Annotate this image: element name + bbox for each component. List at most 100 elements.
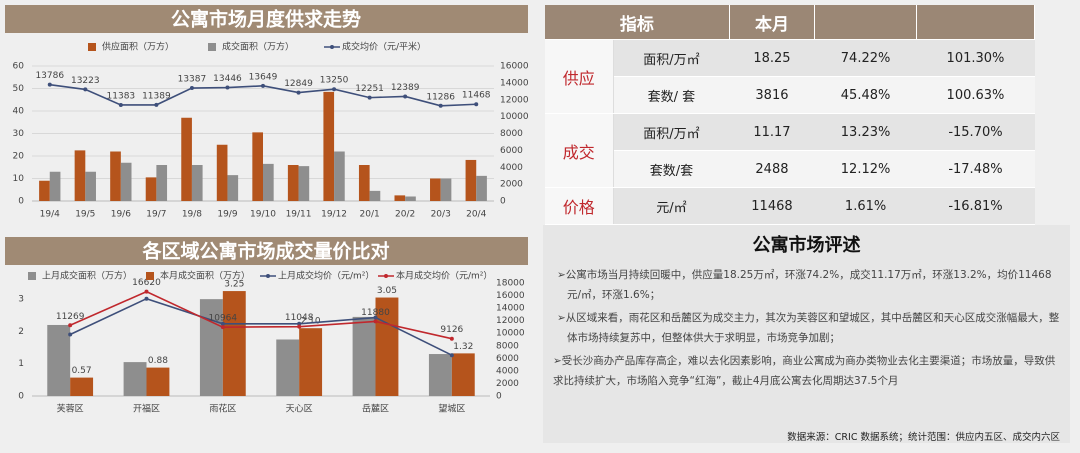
line-marker [220,325,225,330]
legend-label: 供应面积（万方） [102,41,174,53]
bar [405,196,416,201]
bar [70,377,94,396]
table-cell: 1.61% [814,187,917,225]
line-marker [449,336,454,341]
table-cell: 11468 [729,187,815,225]
line-marker [367,95,372,100]
bar [369,190,381,201]
header-cell: 本月 [729,5,816,40]
bar [227,175,239,201]
line-marker [144,289,149,294]
line-marker [261,83,265,88]
y2-tick-label: 8000 [500,129,523,139]
bar [39,180,50,201]
line-marker [474,102,479,107]
y2-tick-label: 2000 [496,379,519,389]
legend-label: 成交面积（万方） [222,41,294,53]
legend-swatch [384,274,388,278]
line-marker [438,103,443,108]
table-cell: 18.25 [729,39,815,77]
legend-swatch [266,274,270,278]
bar [323,91,335,201]
title-bar [5,5,528,33]
table-cell: 3816 [729,76,815,114]
value-label: 1.32 [453,342,473,352]
table-cell: 100.63% [916,76,1035,114]
value-label: 13223 [71,76,100,86]
x-tick-label: 19/6 [111,210,131,220]
legend-swatch [88,43,96,51]
title-bar [5,237,528,265]
line-marker [189,86,194,91]
x-tick-label: 天心区 [286,404,313,415]
y-tick-label: 3 [18,295,24,305]
x-tick-label: 19/8 [182,210,202,220]
bar [358,165,370,201]
bar [47,324,71,396]
x-tick-label: 芙蓉区 [57,403,84,415]
table-cell: -16.81% [916,187,1035,225]
y-tick-label: 30 [13,129,25,139]
value-label: 13649 [249,72,278,82]
y2-tick-label: 4000 [500,163,523,173]
table-cell: 套数/ 套 [613,76,730,114]
x-tick-label: 19/5 [75,210,95,220]
table-cell: -15.70% [916,113,1035,151]
y-tick-label: 60 [13,62,25,72]
x-tick-label: 开福区 [133,403,160,415]
chart-title: 公寓市场月度供求走势 [171,8,361,31]
x-tick-label: 20/1 [360,210,380,220]
bar [298,166,310,201]
bar [440,178,452,201]
table-cell: 101.30% [916,39,1035,77]
bar [263,163,274,201]
legend-swatch [208,43,216,51]
legend-swatch [330,45,334,49]
table-cell: 12.12% [814,150,917,188]
x-tick-label: 19/10 [250,210,276,220]
y-tick-label: 10 [13,174,25,184]
y-tick-label: 2 [18,327,24,337]
bar [276,339,300,396]
bar [85,171,96,201]
table-cell: 面积/万㎡ [613,113,730,151]
value-label: 10964 [209,314,238,324]
y2-tick-label: 16000 [496,291,525,301]
line-marker [144,296,149,301]
value-label: 9126 [440,325,463,335]
bar [181,117,192,201]
y2-tick-label: 0 [500,197,506,207]
header-cell: 指标 [545,5,730,40]
value-label: 11048 [285,313,314,323]
line-marker [297,321,302,326]
table-row: 成交 面积/万㎡ 11.17 13.23% -15.70% [545,113,1035,188]
value-label: 12849 [284,79,313,89]
bar [252,132,263,201]
table-cell: 45.48% [814,76,917,114]
bar [156,165,168,201]
value-label: 16620 [132,278,161,288]
bar [451,353,475,396]
bar [49,171,61,201]
charts: 公寓市场月度供求走势010203040506002000400060008000… [5,5,529,415]
x-tick-label: 20/2 [395,210,415,220]
value-label: 12389 [391,83,420,93]
x-tick-label: 19/4 [40,210,60,220]
group-label: 成交 [545,113,614,188]
x-tick-label: 岳麓区 [362,403,389,415]
bar [299,328,323,396]
table-row: 供应 面积/万㎡ 18.25 74.22% 101.30% [545,39,1035,114]
y2-tick-label: 0 [496,392,502,402]
value-label: 11286 [426,92,455,102]
bar [222,291,246,396]
x-tick-label: 19/11 [286,210,312,220]
table-cell: 元/㎡ [613,187,730,225]
legend-swatch [28,272,36,280]
table-cell: -17.48% [916,150,1035,188]
bar [216,144,228,201]
commentary-paragraph: ➢公寓市场当月持续回暖中，供应量18.25万㎡，环涨74.2%，成交11.17万… [557,269,1052,301]
value-label: 11468 [462,91,491,101]
y-tick-label: 40 [13,107,25,117]
header-row: 指标 本月 [545,5,1036,40]
